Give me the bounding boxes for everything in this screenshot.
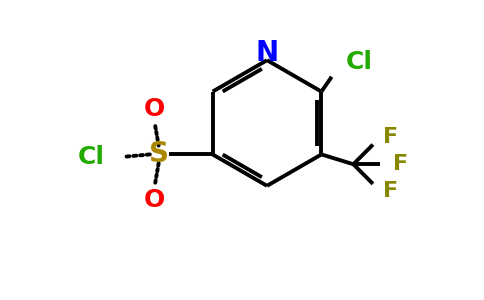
Text: O: O — [144, 188, 166, 212]
Text: F: F — [383, 181, 398, 201]
Text: F: F — [393, 154, 408, 174]
Text: F: F — [383, 127, 398, 147]
Text: Cl: Cl — [346, 50, 373, 74]
Text: O: O — [144, 97, 166, 121]
Text: N: N — [256, 39, 279, 67]
Text: S: S — [149, 140, 168, 168]
Text: Cl: Cl — [77, 145, 105, 169]
